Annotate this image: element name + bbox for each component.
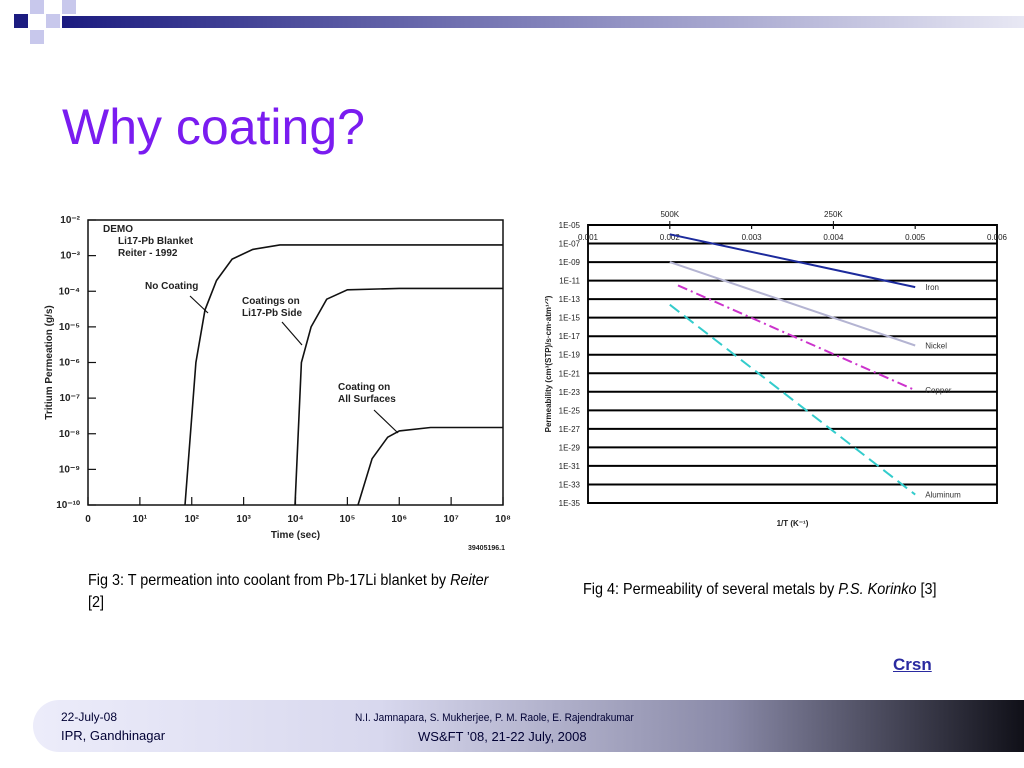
y-tick-label: 1E-35 — [559, 499, 581, 508]
x-tick-label: 0.005 — [905, 233, 926, 242]
x-tick-label: 0.003 — [742, 233, 763, 242]
annotation: Reiter - 1992 — [118, 248, 178, 259]
x2-tick-label: 250K — [824, 210, 843, 219]
plot-frame — [87, 219, 504, 506]
annotation: Li17-Pb Side — [242, 308, 302, 319]
x-tick-label: 10¹ — [133, 514, 148, 525]
y-tick-label: 1E-15 — [559, 314, 581, 323]
y-tick-label: 10⁻⁴ — [59, 286, 80, 297]
caption: Fig 4: Permeability of several metals by… — [583, 581, 1015, 599]
annotation: Coatings on — [242, 296, 300, 307]
annotation: All Surfaces — [338, 394, 396, 405]
y-tick-label: 10⁻⁵ — [59, 322, 80, 333]
y-tick-label: 10⁻⁶ — [59, 358, 80, 369]
series-label: Iron — [925, 283, 939, 292]
caption-text: [2] — [88, 594, 105, 611]
arrow — [373, 409, 399, 434]
y-tick-label: 1E-07 — [559, 240, 581, 249]
x-tick-label: 10⁵ — [339, 514, 355, 525]
line — [669, 233, 916, 289]
caption: Fig 3: T permeation into coolant from Pb… — [88, 570, 502, 614]
y-tick-label: 1E-27 — [559, 425, 581, 434]
line — [184, 244, 503, 506]
square — [46, 14, 60, 28]
y-tick-label: 1E-25 — [559, 406, 581, 415]
series-label: Nickel — [925, 341, 947, 350]
link[interactable]: Crsn — [893, 655, 932, 674]
y-tick-label: 10⁻³ — [60, 251, 80, 262]
x-tick-label: 0.006 — [987, 233, 1008, 242]
y-tick-label: 10⁻¹⁰ — [56, 500, 80, 511]
y-axis-label: Permeability (cm³(STP)/s·cm·atm¹ᐟ²) — [544, 295, 553, 432]
annotation: No Coating — [145, 281, 198, 292]
caption-text: P.S. Korinko — [838, 581, 917, 598]
caption-text: Fig 3: T permeation into coolant from Pb… — [88, 572, 451, 589]
y-tick-label: 1E-31 — [559, 462, 581, 471]
y-axis-label: Tritium Permeation (g/s) — [44, 305, 55, 419]
x-tick-label: 10⁶ — [391, 514, 407, 525]
caption-text: Fig 4: Permeability of several metals by — [583, 581, 839, 598]
line — [669, 303, 916, 496]
annotation: 39405196.1 — [468, 545, 505, 552]
y-tick-label: 10⁻⁸ — [59, 429, 80, 440]
y-tick-label: 1E-17 — [559, 332, 581, 341]
top-bar — [62, 16, 1024, 28]
y-tick-label: 10⁻⁷ — [59, 393, 80, 404]
y-tick-label: 1E-21 — [559, 369, 581, 378]
y-tick-label: 1E-33 — [559, 480, 581, 489]
arrow — [281, 321, 303, 346]
x-tick-label: 0.002 — [660, 233, 681, 242]
caption-text: [3] — [916, 581, 937, 598]
x-tick-label: 10³ — [236, 514, 251, 525]
y-tick-label: 10⁻⁹ — [59, 464, 80, 475]
x-tick-label: 10⁸ — [495, 514, 511, 525]
x-tick-label: 0.001 — [578, 233, 599, 242]
line — [294, 287, 503, 506]
square — [14, 14, 28, 28]
x-axis-label: 1/T (K⁻¹) — [777, 519, 809, 528]
y-tick-label: 1E-29 — [559, 443, 581, 452]
square — [30, 0, 44, 14]
line — [357, 426, 503, 506]
caption-text: Reiter — [450, 572, 489, 589]
footer-place: IPR, Gandhinagar — [61, 728, 166, 743]
x-tick-label: 10² — [185, 514, 200, 525]
footer: 22-July-08 IPR, Gandhinagar N.I. Jamnapa… — [33, 700, 1024, 752]
y-tick-label: 1E-05 — [559, 221, 581, 230]
decoration — [14, 0, 1024, 44]
line — [669, 261, 916, 347]
x-tick-label: 0.004 — [823, 233, 844, 242]
line — [677, 284, 916, 392]
x-tick-label: 0 — [85, 514, 91, 525]
y-tick-label: 1E-09 — [559, 258, 581, 267]
y-tick-label: 1E-23 — [559, 388, 581, 397]
annotation: DEMO — [103, 224, 133, 235]
plot-frame — [587, 224, 998, 504]
x-tick-label: 10⁴ — [287, 514, 303, 525]
y-tick-label: 1E-11 — [559, 277, 580, 286]
series-label: Copper — [925, 386, 952, 395]
x-tick-label: 10⁷ — [444, 514, 459, 525]
series-label: Aluminum — [925, 491, 961, 500]
annotation: Li17-Pb Blanket — [118, 236, 194, 247]
footer-date: 22-July-08 — [61, 710, 118, 724]
y-tick-label: 10⁻² — [60, 215, 80, 226]
charts: 10⁻¹⁰ 10⁻⁹ 10⁻⁸ 10⁻⁷ 10⁻⁶ 10⁻⁵ 10⁻⁴ 10⁻³ 10⁻² 0 10… — [44, 210, 1008, 552]
square — [30, 30, 44, 44]
x2-tick-label: 500K — [660, 210, 679, 219]
square — [62, 0, 76, 14]
annotation: Coating on — [338, 382, 390, 393]
x-axis-label: Time (sec) — [271, 530, 320, 541]
footer-event: WS&FT ’08, 21-22 July, 2008 — [418, 729, 587, 744]
title: Why coating? — [62, 99, 365, 155]
y-tick-label: 1E-13 — [559, 295, 581, 304]
y-tick-label: 1E-19 — [559, 351, 581, 360]
footer-authors: N.I. Jamnapara, S. Mukherjee, P. M. Raol… — [355, 712, 634, 724]
